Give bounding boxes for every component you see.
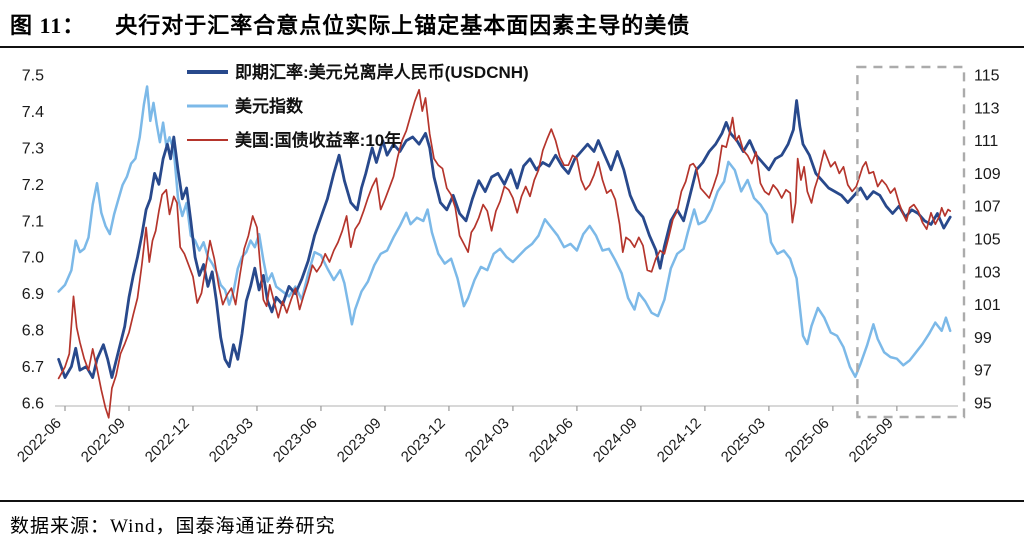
y-left-tick-label: 6.7 <box>22 359 44 376</box>
x-tick-label: 2025-03 <box>718 415 769 466</box>
y-right-tick-label: 105 <box>974 232 1001 249</box>
y-left-tick-label: 7.5 <box>22 68 44 85</box>
y-left-tick-label: 7.4 <box>22 104 44 121</box>
y-right-tick-label: 107 <box>974 199 1001 216</box>
figure-title-bar: 图 11： 央行对于汇率合意点位实际上锚定基本面因素主导的美债 <box>10 8 1010 40</box>
legend-item: 即期汇率:美元兑离岸人民币(USDCNH) <box>187 62 529 82</box>
y-right-tick-label: 97 <box>974 363 992 380</box>
x-tick-label: 2023-03 <box>206 415 257 466</box>
x-tick-label: 2023-12 <box>398 415 449 466</box>
y-right-tick-label: 95 <box>974 396 992 413</box>
highlight-box <box>856 65 966 419</box>
y-left-tick-label: 6.6 <box>22 396 44 413</box>
x-tick-label: 2024-06 <box>526 415 577 466</box>
series-line-usdcnh <box>57 99 952 379</box>
series-line-ust10y <box>57 88 952 419</box>
y-left-tick-label: 6.9 <box>22 286 44 303</box>
x-tick-label: 2022-06 <box>14 415 65 466</box>
page-title: 央行对于汇率合意点位实际上锚定基本面因素主导的美债 <box>115 13 691 38</box>
x-tick-label: 2024-03 <box>462 415 513 466</box>
y-left-tick-label: 7.3 <box>22 140 44 157</box>
y-right-tick-label: 113 <box>974 100 1000 117</box>
x-tick-label: 2025-09 <box>846 415 897 466</box>
x-tick-label: 2024-12 <box>654 415 705 466</box>
x-tick-label: 2022-09 <box>78 415 129 466</box>
x-tick-label: 2023-09 <box>334 415 385 466</box>
x-tick-label: 2024-09 <box>590 415 641 466</box>
y-right-tick-label: 99 <box>974 330 992 347</box>
figure-label: 图 11： <box>10 13 86 38</box>
source-note: 数据来源：Wind，国泰海通证券研究 <box>10 516 336 537</box>
legend-item: 美国:国债收益率:10年 <box>187 130 401 150</box>
legend-label: 美国:国债收益率:10年 <box>235 130 401 150</box>
series-line-dxy <box>57 85 952 379</box>
x-tick-label: 2023-06 <box>270 415 321 466</box>
y-right-tick-label: 111 <box>974 133 998 150</box>
y-left-tick-label: 7.2 <box>22 177 44 194</box>
y-left-tick-label: 7.1 <box>22 213 44 230</box>
footer-rule <box>0 500 1024 502</box>
y-right-tick-label: 109 <box>974 166 1001 183</box>
y-left-tick-label: 6.8 <box>22 323 44 340</box>
y-right-tick-label: 101 <box>974 297 1001 314</box>
y-left-tick-label: 7.0 <box>22 250 44 267</box>
x-tick-label: 2025-06 <box>782 415 833 466</box>
y-right-tick-label: 103 <box>974 264 1001 281</box>
legend-label: 美元指数 <box>235 96 304 116</box>
x-tick-label: 2022-12 <box>142 415 193 466</box>
title-rule <box>0 46 1024 48</box>
legend-item: 美元指数 <box>187 96 304 116</box>
legend-label: 即期汇率:美元兑离岸人民币(USDCNH) <box>235 62 529 82</box>
y-right-tick-label: 115 <box>974 68 1000 85</box>
